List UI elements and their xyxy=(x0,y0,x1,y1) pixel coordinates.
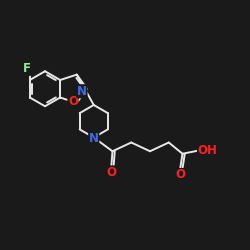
Text: O: O xyxy=(68,95,78,108)
Text: F: F xyxy=(23,62,31,75)
Text: O: O xyxy=(106,166,116,179)
Text: N: N xyxy=(77,85,87,98)
Text: OH: OH xyxy=(198,144,218,156)
Text: O: O xyxy=(175,168,185,181)
Text: N: N xyxy=(89,132,99,145)
